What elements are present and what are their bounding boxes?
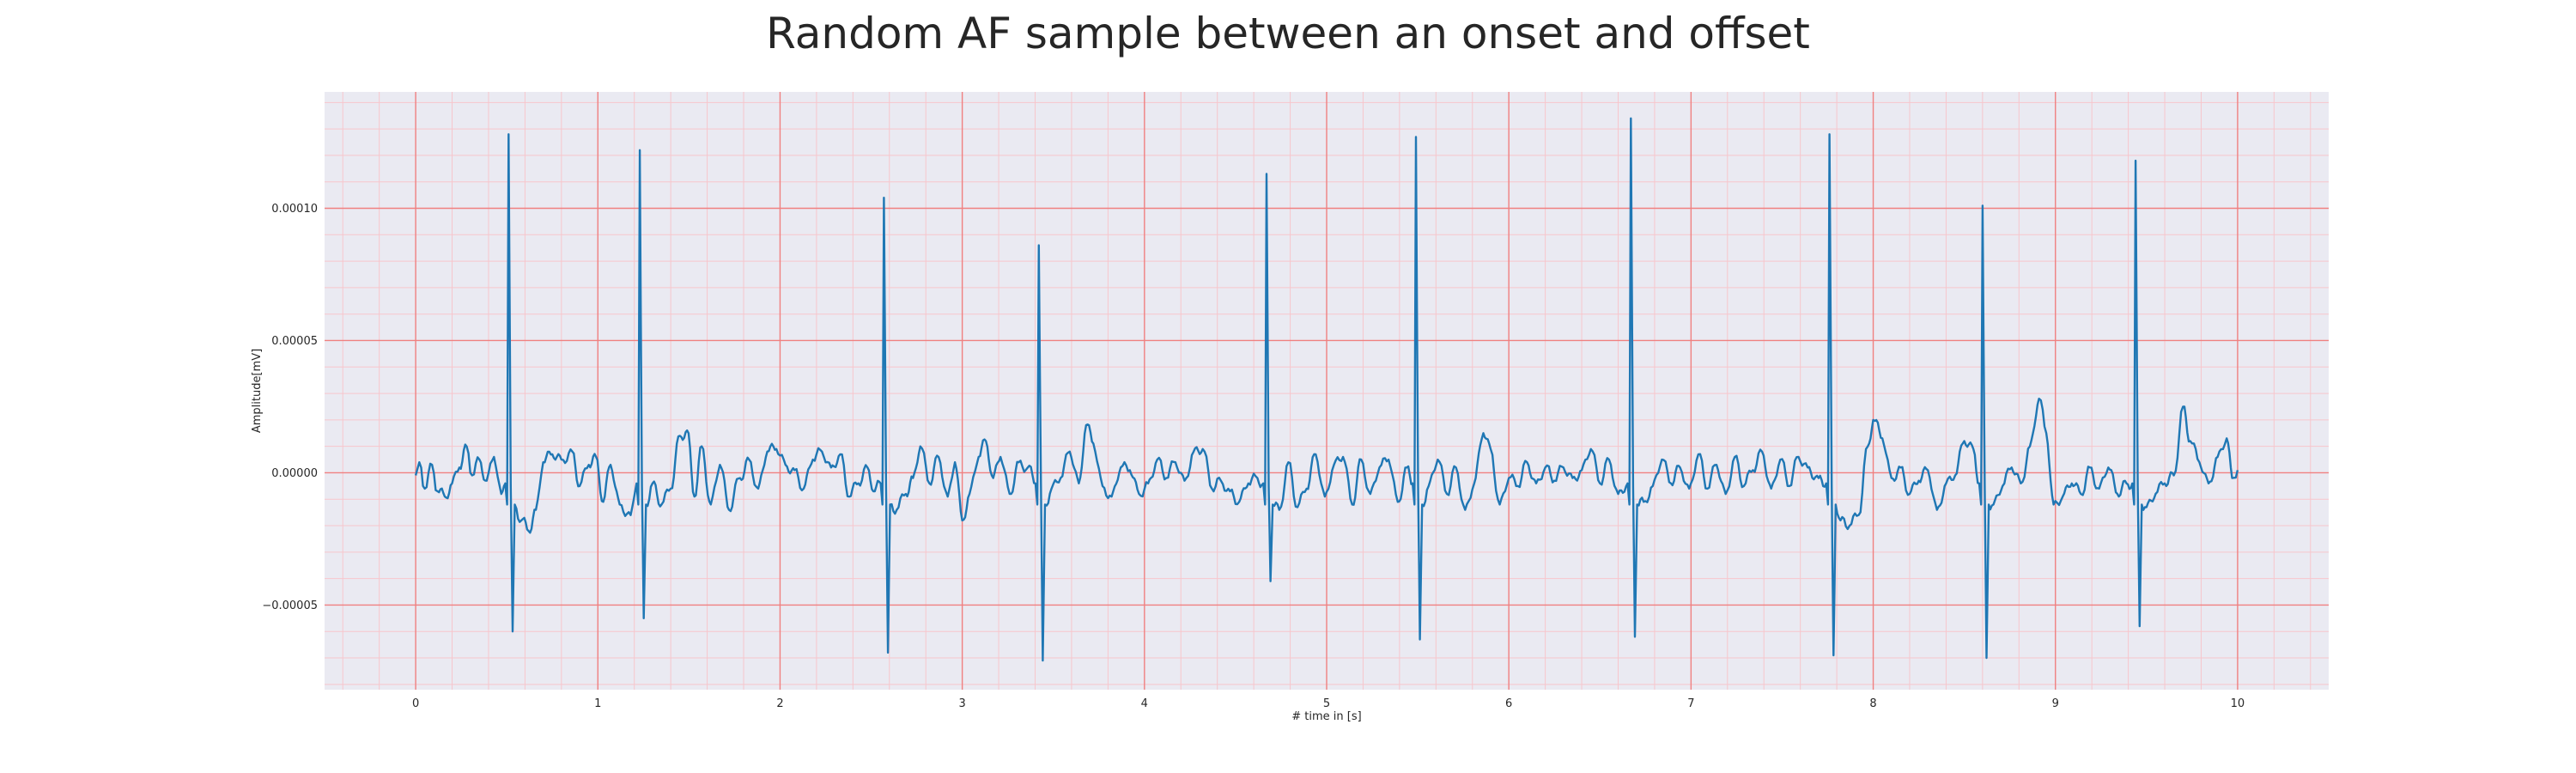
x-tick-label: 5 [1323, 697, 1330, 710]
x-axis-label: # time in [s] [1291, 710, 1361, 723]
y-tick-label: 0.00005 [271, 335, 318, 348]
major-grid [325, 92, 2329, 690]
x-tick-label: 2 [776, 697, 783, 710]
series-line-ecg [414, 117, 2239, 662]
y-axis-label: Amplitude[mV] [251, 349, 264, 433]
y-tick-label: −0.00005 [262, 600, 318, 612]
x-tick-label: 1 [594, 697, 601, 710]
x-tick-label: 4 [1141, 697, 1148, 710]
x-tick-label: 6 [1505, 697, 1512, 710]
y-tick-label: 0.00010 [271, 203, 318, 216]
x-tick-label: 10 [2231, 697, 2245, 710]
x-tick-labels: 0 1 2 3 4 5 6 7 8 9 10 [412, 697, 2245, 710]
x-tick-label: 9 [2052, 697, 2059, 710]
y-tick-label: 0.00000 [271, 467, 318, 480]
x-tick-label: 7 [1687, 697, 1694, 710]
x-tick-label: 8 [1869, 697, 1876, 710]
x-tick-label: 3 [958, 697, 965, 710]
y-tick-labels: −0.00005 0.00000 0.00005 0.00010 [262, 203, 318, 612]
chart-title: Random AF sample between an onset and of… [766, 9, 1810, 58]
x-tick-label: 0 [412, 697, 419, 710]
